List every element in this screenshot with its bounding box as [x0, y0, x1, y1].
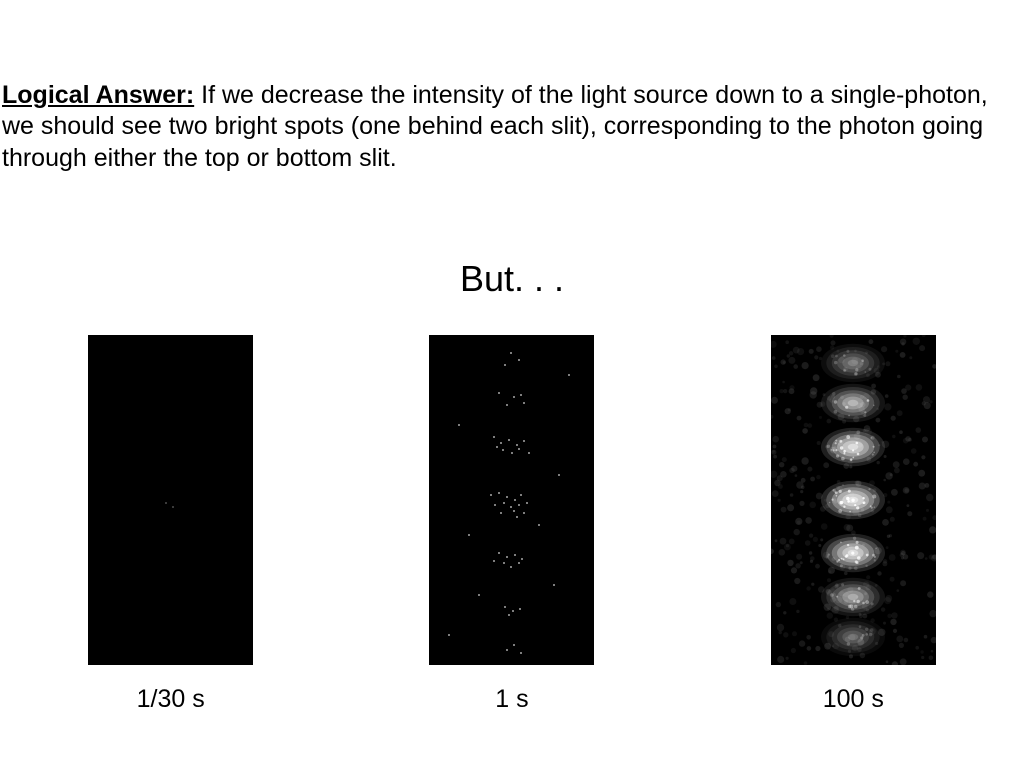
slide-page: Logical Answer: If we decrease the inten… — [0, 0, 1024, 768]
but-heading: But. . . — [0, 258, 1024, 300]
panel-2-wrap: 1 s — [429, 335, 594, 714]
panel-3-caption: 100 s — [823, 685, 884, 714]
intro-lead: Logical Answer: — [2, 81, 194, 109]
panels-row: 1/30 s 1 s 100 s — [0, 335, 1024, 714]
panel-3-wrap: 100 s — [771, 335, 936, 714]
panel-1-image — [88, 335, 253, 665]
panel-1-wrap: 1/30 s — [88, 335, 253, 714]
panel-2-caption: 1 s — [495, 685, 528, 714]
panel-2-image — [429, 335, 594, 665]
panel-1-caption: 1/30 s — [137, 685, 205, 714]
panel-3-image — [771, 335, 936, 665]
intro-paragraph: Logical Answer: If we decrease the inten… — [2, 80, 1022, 174]
